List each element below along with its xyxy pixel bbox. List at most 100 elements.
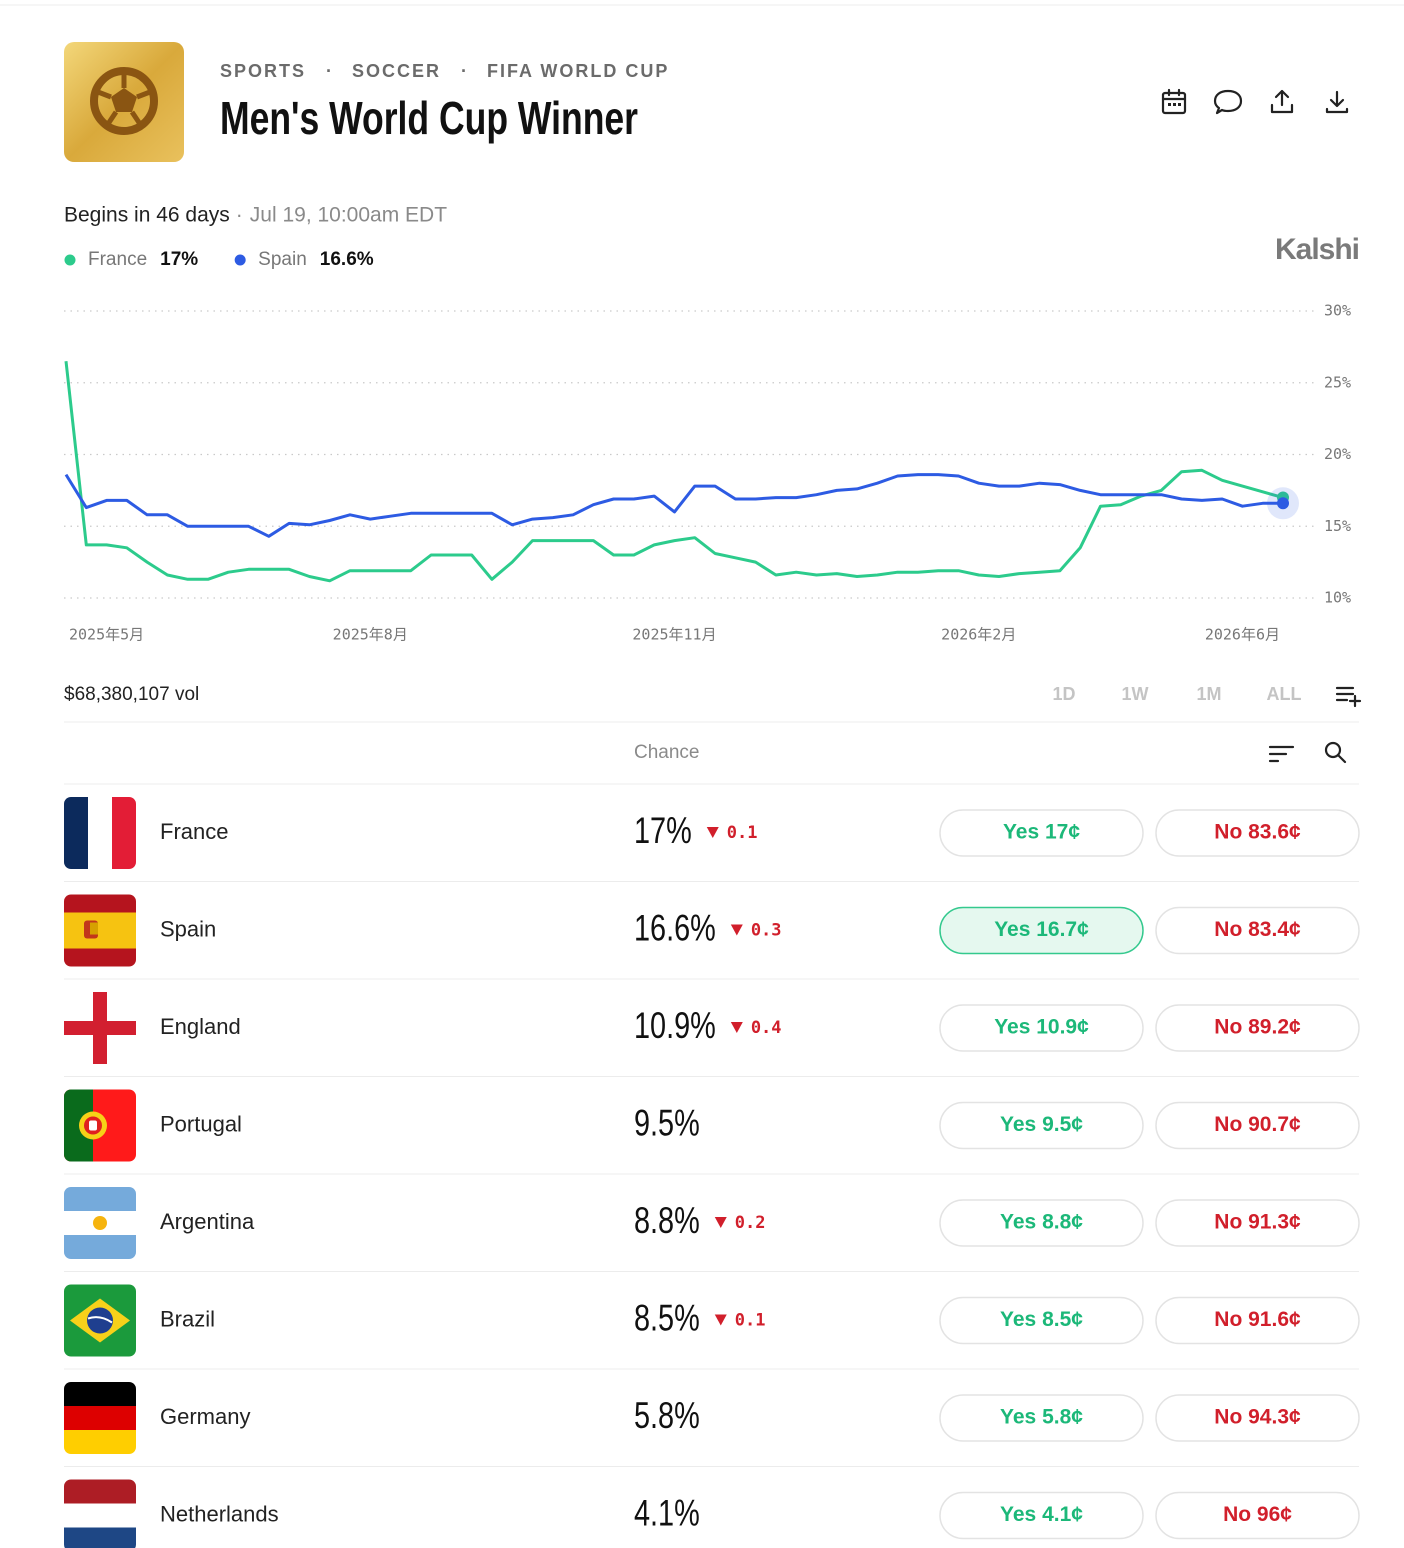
yes-button[interactable]: Yes 5.8¢ <box>939 1394 1144 1442</box>
change: 0.1 <box>727 823 758 843</box>
end-point <box>1277 497 1289 510</box>
change: 0.1 <box>735 1311 766 1331</box>
countdown: Begins in 46 days <box>64 204 230 227</box>
button-frame <box>1155 906 1360 955</box>
yes-price: Yes 9.5¢ <box>1000 1113 1083 1136</box>
breadcrumb-item[interactable]: SPORTS <box>220 61 306 81</box>
breadcrumb-item[interactable]: FIFA WORLD CUP <box>487 61 669 81</box>
no-button[interactable]: No 90.7¢ <box>1155 1101 1360 1150</box>
no-button[interactable]: No 96¢ <box>1155 1491 1360 1540</box>
event-date: Jul 19, 10:00am EDT <box>250 204 447 227</box>
legend-label: Spain <box>258 249 307 270</box>
yes-button[interactable]: Yes 9.5¢ <box>939 1101 1144 1150</box>
range-selector: 1D 1W 1M ALL <box>1052 684 1301 704</box>
yes-button[interactable]: Yes 10.9¢ <box>939 1004 1144 1052</box>
down-arrow <box>706 827 719 838</box>
button-frame <box>939 1394 1144 1442</box>
down-arrow <box>730 1022 743 1033</box>
range-button[interactable]: 1W <box>1122 684 1149 704</box>
sort-button[interactable] <box>1268 745 1295 763</box>
flag <box>64 1479 136 1548</box>
button-frame <box>1155 809 1360 857</box>
no-button[interactable]: No 94.3¢ <box>1155 1394 1360 1442</box>
yes-price: Yes 16.7¢ <box>994 918 1089 941</box>
no-price: No 94.3¢ <box>1214 1406 1301 1429</box>
outcome-name: Netherlands <box>160 1501 279 1526</box>
button-frame <box>939 1101 1144 1150</box>
legend-marker <box>234 254 246 266</box>
x-tick-label: 2026年6月 <box>1205 626 1280 644</box>
change: 0.4 <box>751 1018 782 1038</box>
yes-button[interactable]: Yes 4.1¢ <box>939 1491 1144 1540</box>
legend-label: France <box>88 249 147 270</box>
no-price: No 96¢ <box>1223 1503 1292 1526</box>
brand-logo: Kalshi <box>1275 233 1359 266</box>
button-frame <box>939 906 1144 955</box>
outcome-name: Brazil <box>160 1306 215 1331</box>
no-price: No 91.6¢ <box>1214 1308 1301 1331</box>
market-row[interactable]: France 17% 0.1 Yes 17¢ No 83.6¢ <box>64 797 1360 869</box>
range-button[interactable]: ALL <box>1267 684 1302 704</box>
yes-button[interactable]: Yes 17¢ <box>939 809 1144 857</box>
flag <box>64 1284 136 1357</box>
market-row[interactable]: Germany 5.8% Yes 5.8¢ No 94.3¢ <box>64 1382 1360 1454</box>
flag <box>64 894 136 967</box>
button-frame <box>939 1004 1144 1052</box>
no-button[interactable]: No 91.3¢ <box>1155 1199 1360 1247</box>
chance: 16.6% <box>634 908 716 949</box>
search-button[interactable] <box>1324 741 1347 764</box>
market-row[interactable]: Brazil 8.5% 0.1 Yes 8.5¢ No 91.6¢ <box>64 1284 1360 1357</box>
calendar-button[interactable] <box>1161 88 1187 115</box>
yes-price: Yes 10.9¢ <box>994 1016 1089 1039</box>
separator: · <box>236 204 243 227</box>
no-button[interactable]: No 83.4¢ <box>1155 906 1360 955</box>
volume: $68,380,107 vol <box>64 684 199 705</box>
legend-value: 16.6% <box>320 249 374 270</box>
market-row[interactable]: England 10.9% 0.4 Yes 10.9¢ No 89.2¢ <box>64 992 1360 1064</box>
share-button[interactable] <box>1270 89 1294 114</box>
no-button[interactable]: No 83.6¢ <box>1155 809 1360 857</box>
market-row[interactable]: Netherlands 4.1% Yes 4.1¢ No 96¢ <box>64 1479 1360 1548</box>
button-frame <box>939 1199 1144 1247</box>
yes-price: Yes 4.1¢ <box>1000 1503 1083 1526</box>
range-button[interactable]: 1D <box>1052 684 1075 704</box>
comment-button[interactable] <box>1213 89 1243 115</box>
download-button[interactable] <box>1325 90 1349 114</box>
market-row[interactable]: Spain 16.6% 0.3 Yes 16.7¢ No 83.4¢ <box>64 894 1360 967</box>
flag <box>64 1382 136 1454</box>
market-row[interactable]: Argentina 8.8% 0.2 Yes 8.8¢ No 91.3¢ <box>64 1187 1360 1259</box>
yes-button[interactable]: Yes 8.8¢ <box>939 1199 1144 1247</box>
no-button[interactable]: No 91.6¢ <box>1155 1296 1360 1345</box>
chart: 10% 15% 20% 25% 30% 2025年5月 2025年8月 2025年11月 202… <box>64 249 1351 644</box>
page-title: Men's World Cup Winner <box>220 92 638 144</box>
yes-price: Yes 8.5¢ <box>1000 1308 1083 1331</box>
outcome-name: France <box>160 819 228 844</box>
button-frame <box>939 1296 1144 1345</box>
yes-button[interactable]: Yes 16.7¢ <box>939 906 1144 955</box>
breadcrumb-item[interactable]: SOCCER <box>352 61 441 81</box>
x-tick-label: 2026年2月 <box>941 626 1016 644</box>
no-price: No 90.7¢ <box>1214 1113 1301 1136</box>
flag <box>64 992 136 1064</box>
no-price: No 89.2¢ <box>1214 1016 1301 1039</box>
x-tick-label: 2025年11月 <box>632 626 716 644</box>
market-row[interactable]: Portugal 9.5% Yes 9.5¢ No 90.7¢ <box>64 1089 1360 1162</box>
button-frame <box>939 809 1144 857</box>
chance: 10.9% <box>634 1005 716 1046</box>
chance: 8.8% <box>634 1200 700 1241</box>
chance: 4.1% <box>634 1493 700 1534</box>
chance: 17% <box>634 810 692 851</box>
add-button[interactable] <box>1335 686 1362 708</box>
no-price: No 83.4¢ <box>1214 918 1301 941</box>
column-header: Chance <box>634 742 700 763</box>
button-frame <box>1155 1004 1360 1052</box>
change: 0.2 <box>735 1213 766 1233</box>
no-price: No 91.3¢ <box>1214 1211 1301 1234</box>
separator: · <box>326 61 334 81</box>
no-button[interactable]: No 89.2¢ <box>1155 1004 1360 1052</box>
range-button[interactable]: 1M <box>1196 684 1221 704</box>
yes-button[interactable]: Yes 8.5¢ <box>939 1296 1144 1345</box>
flag <box>64 1187 136 1259</box>
chance: 9.5% <box>634 1103 700 1144</box>
